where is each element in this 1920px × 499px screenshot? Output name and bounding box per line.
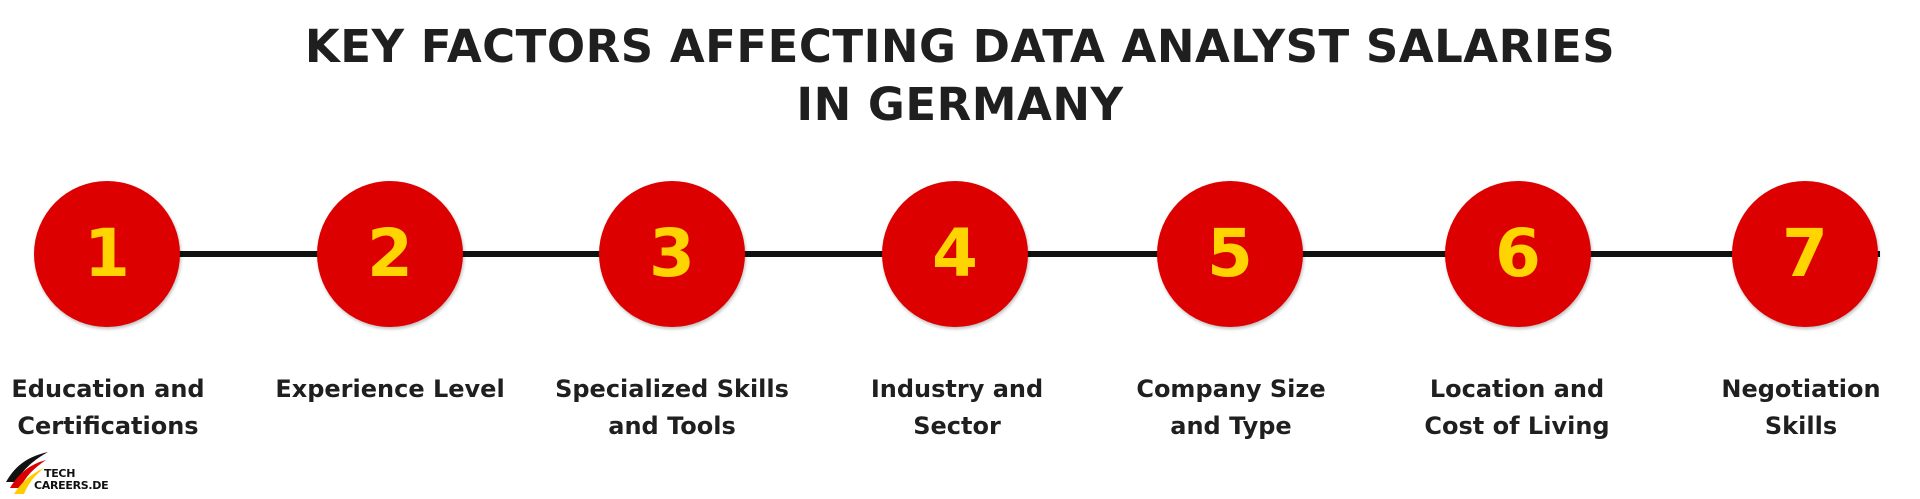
- step-label-3-line-2: and Tools: [608, 412, 736, 440]
- step-number-6: 6: [1495, 215, 1541, 292]
- step-label-6: Location and Cost of Living: [1387, 371, 1647, 445]
- step-label-1-line-1: Education and: [11, 375, 205, 403]
- step-label-4-line-1: Industry and: [870, 375, 1044, 403]
- step-label-3-line-1: Specialized Skills: [555, 375, 789, 403]
- step-circle-2: 2: [317, 181, 463, 327]
- step-label-2: Experience Level: [260, 371, 520, 408]
- step-label-6-line-2: Cost of Living: [1424, 412, 1610, 440]
- step-circle-4: 4: [882, 181, 1028, 327]
- flag-swoosh-icon: [6, 452, 48, 494]
- step-circle-6: 6: [1445, 181, 1591, 327]
- step-circle-5: 5: [1157, 181, 1303, 327]
- step-label-7: Negotiation Skills: [1671, 371, 1920, 445]
- step-label-4-line-2: Sector: [913, 412, 1001, 440]
- step-label-3: Specialized Skills and Tools: [542, 371, 802, 445]
- step-number-5: 5: [1207, 215, 1253, 292]
- page-title-line-2: IN GERMANY: [796, 78, 1124, 131]
- step-label-5-line-2: and Type: [1170, 412, 1292, 440]
- step-number-4: 4: [932, 215, 978, 292]
- step-number-1: 1: [84, 215, 130, 292]
- logo-text-line-1: TECH: [44, 467, 76, 480]
- step-circle-1: 1: [34, 181, 180, 327]
- step-label-7-line-1: Negotiation: [1721, 375, 1881, 403]
- step-label-5: Company Size and Type: [1101, 371, 1361, 445]
- step-circle-7: 7: [1732, 181, 1878, 327]
- step-number-3: 3: [649, 215, 695, 292]
- logo-text-line-2: CAREERS.DE: [34, 479, 109, 492]
- step-number-7: 7: [1782, 215, 1828, 292]
- step-number-2: 2: [367, 215, 413, 292]
- techcareers-logo: TECH CAREERS.DE: [4, 446, 109, 498]
- step-label-7-line-2: Skills: [1764, 412, 1838, 440]
- step-label-5-line-1: Company Size: [1136, 375, 1326, 403]
- step-label-1-line-2: Certifications: [17, 412, 199, 440]
- step-label-2-line-1: Experience Level: [275, 375, 505, 403]
- page-title-line-1: KEY FACTORS AFFECTING DATA ANALYST SALAR…: [304, 20, 1616, 73]
- step-label-4: Industry and Sector: [827, 371, 1087, 445]
- step-circle-3: 3: [599, 181, 745, 327]
- step-label-1: Education and Certifications: [0, 371, 238, 445]
- step-label-6-line-1: Location and: [1429, 375, 1605, 403]
